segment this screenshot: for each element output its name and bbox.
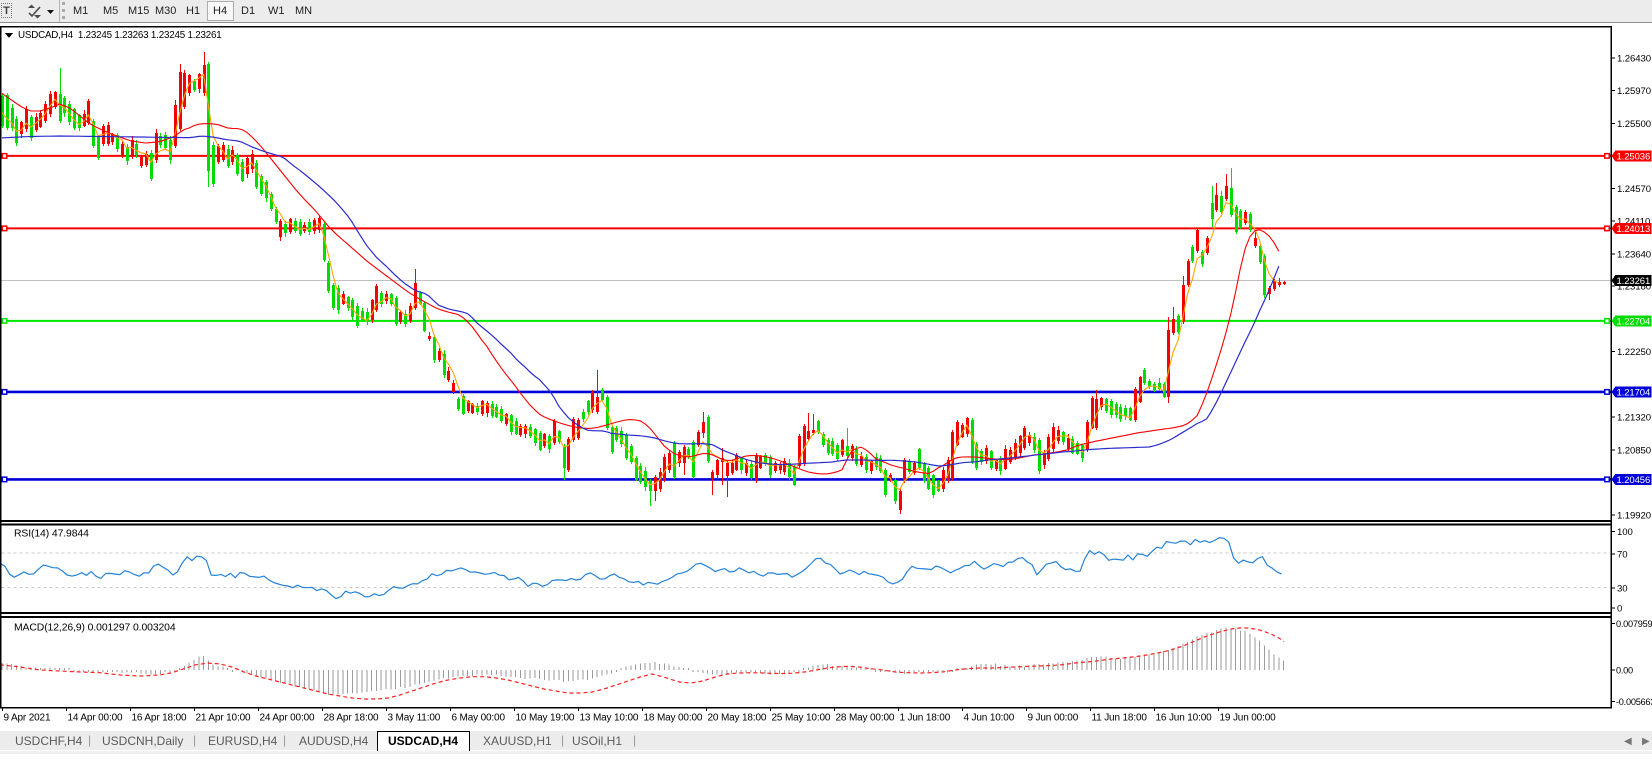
svg-text:1.20456: 1.20456 bbox=[1617, 475, 1651, 486]
svg-text:-0.005663: -0.005663 bbox=[1616, 697, 1652, 707]
svg-text:0.00: 0.00 bbox=[1616, 666, 1633, 676]
svg-text:1.25036: 1.25036 bbox=[1617, 151, 1651, 162]
svg-text:70: 70 bbox=[1617, 549, 1627, 560]
svg-text:1.22704: 1.22704 bbox=[1617, 316, 1651, 327]
svg-text:13 May 10:00: 13 May 10:00 bbox=[580, 713, 639, 724]
svg-text:3 May 11:00: 3 May 11:00 bbox=[388, 713, 441, 724]
svg-text:1.22250: 1.22250 bbox=[1617, 347, 1651, 358]
svg-text:25 May 10:00: 25 May 10:00 bbox=[772, 713, 831, 724]
svg-text:1.21320: 1.21320 bbox=[1617, 412, 1651, 423]
svg-text:1.21704: 1.21704 bbox=[1617, 387, 1651, 398]
svg-text:1.20850: 1.20850 bbox=[1617, 445, 1651, 456]
svg-text:1.25970: 1.25970 bbox=[1617, 86, 1651, 97]
svg-text:1.24013: 1.24013 bbox=[1617, 224, 1651, 235]
svg-text:1.23261: 1.23261 bbox=[1617, 276, 1651, 287]
svg-text:10 May 19:00: 10 May 19:00 bbox=[516, 713, 575, 724]
svg-text:100: 100 bbox=[1617, 527, 1633, 538]
svg-text:1.25500: 1.25500 bbox=[1617, 119, 1651, 130]
svg-text:1.19920: 1.19920 bbox=[1617, 511, 1651, 522]
svg-text:9 Jun 00:00: 9 Jun 00:00 bbox=[1028, 713, 1079, 724]
svg-text:1.23640: 1.23640 bbox=[1617, 249, 1651, 260]
svg-text:20 May 18:00: 20 May 18:00 bbox=[708, 713, 767, 724]
svg-text:4 Jun 10:00: 4 Jun 10:00 bbox=[964, 713, 1015, 724]
svg-text:9 Apr 2021: 9 Apr 2021 bbox=[4, 713, 51, 724]
svg-text:USDCAD,H4 1.23245 1.23263 1.2: USDCAD,H4 1.23245 1.23263 1.23245 1.2326… bbox=[18, 30, 221, 41]
svg-text:28 May 00:00: 28 May 00:00 bbox=[836, 713, 895, 724]
svg-text:30: 30 bbox=[1617, 584, 1627, 595]
svg-text:11 Jun 18:00: 11 Jun 18:00 bbox=[1092, 713, 1148, 724]
svg-text:1.24570: 1.24570 bbox=[1617, 184, 1651, 195]
svg-text:28 Apr 18:00: 28 Apr 18:00 bbox=[324, 713, 380, 724]
svg-text:1.24110: 1.24110 bbox=[1617, 216, 1650, 227]
svg-text:6 May 00:00: 6 May 00:00 bbox=[452, 713, 506, 724]
svg-text:14 Apr 00:00: 14 Apr 00:00 bbox=[68, 713, 124, 724]
svg-text:0: 0 bbox=[1617, 604, 1622, 615]
svg-text:1.26430: 1.26430 bbox=[1617, 54, 1651, 65]
svg-text:1.23180: 1.23180 bbox=[1617, 282, 1651, 293]
svg-text:19 Jun 00:00: 19 Jun 00:00 bbox=[1220, 713, 1277, 724]
svg-text:16 Apr 18:00: 16 Apr 18:00 bbox=[132, 713, 188, 724]
svg-text:1 Jun 18:00: 1 Jun 18:00 bbox=[900, 713, 951, 724]
svg-text:RSI(14) 47.9844: RSI(14) 47.9844 bbox=[14, 529, 89, 540]
svg-text:24 Apr 00:00: 24 Apr 00:00 bbox=[260, 713, 316, 724]
svg-text:18 May 00:00: 18 May 00:00 bbox=[644, 713, 703, 724]
svg-text:21 Apr 10:00: 21 Apr 10:00 bbox=[196, 713, 252, 724]
svg-text:0.007959: 0.007959 bbox=[1616, 619, 1652, 629]
svg-text:16 Jun 10:00: 16 Jun 10:00 bbox=[1156, 713, 1213, 724]
svg-text:MACD(12,26,9) 0.001297 0.00320: MACD(12,26,9) 0.001297 0.003204 bbox=[14, 623, 176, 634]
